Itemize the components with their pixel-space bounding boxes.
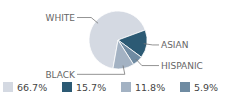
- leader-line: [77, 66, 125, 75]
- legend-label: 5.9%: [194, 82, 218, 93]
- slice-label: ASIAN: [161, 40, 188, 50]
- legend-swatch: [62, 82, 72, 92]
- leader-line: [77, 18, 98, 24]
- leader-line: [144, 44, 159, 45]
- legend-label: 11.8%: [135, 82, 165, 93]
- legend-swatch: [180, 82, 190, 92]
- legend-swatch: [3, 82, 13, 92]
- legend-label: 15.7%: [76, 82, 106, 93]
- slices: [89, 11, 147, 69]
- slice: [113, 40, 134, 69]
- legend: 66.7% 15.7% 11.8% 5.9%: [3, 82, 218, 93]
- slice-label: BLACK: [45, 70, 76, 80]
- slice-label: HISPANIC: [161, 61, 203, 71]
- leader-line: [136, 59, 159, 66]
- labels: WHITE ASIAN HISPANIC BLACK: [45, 13, 202, 80]
- slice-label: WHITE: [45, 13, 75, 23]
- legend-swatch: [121, 82, 131, 92]
- chart: WHITE ASIAN HISPANIC BLACK 66.7% 15.7% 11.8% 5.…: [0, 0, 240, 100]
- legend-label: 66.7%: [17, 82, 47, 93]
